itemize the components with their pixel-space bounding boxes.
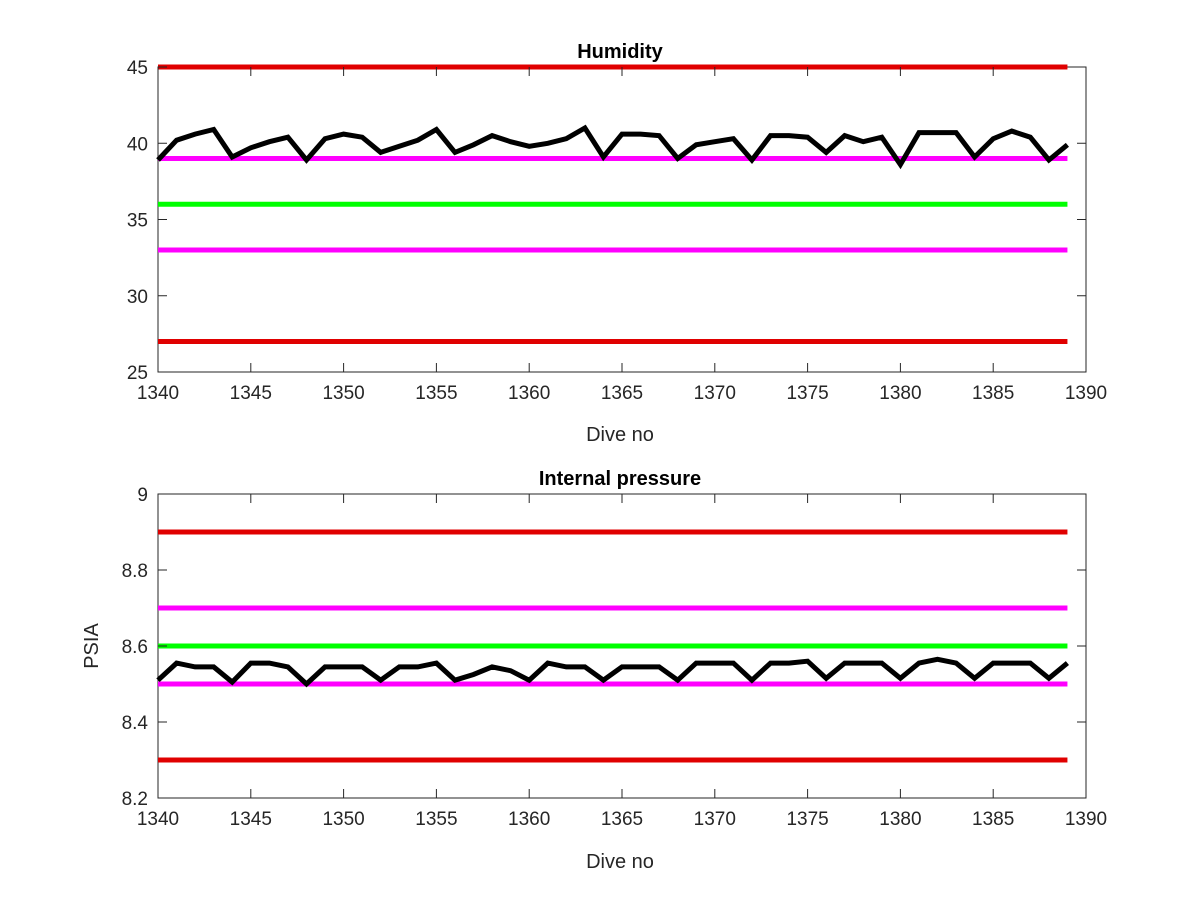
pressure-data-line — [156, 656, 1069, 688]
humidity-axes-box — [157, 66, 1087, 373]
humidity-x-tick-label: 1355 — [415, 383, 457, 404]
humidity-title: Humidity — [577, 41, 663, 63]
humidity-x-tick-label: 1375 — [786, 383, 828, 404]
pressure-x-tick-label: 1390 — [1065, 809, 1107, 830]
pressure-x-tick-label: 1380 — [879, 809, 921, 830]
pressure-x-tick-label: 1350 — [322, 809, 364, 830]
pressure-series — [156, 656, 1069, 688]
humidity-y-tick-label: 25 — [127, 363, 148, 384]
pressure-y-axis-label: PSIA — [81, 623, 103, 669]
internal-pressure-subplot: 1340 1345 1350 1355 1360 1365 1370 1375 1380 1385… — [81, 468, 1107, 873]
humidity-x-tick-label: 1370 — [694, 383, 736, 404]
humidity-y-ticks: 25 30 35 40 45 — [127, 58, 1086, 384]
pressure-x-tick-label: 1375 — [786, 809, 828, 830]
pressure-x-tick-label: 1360 — [508, 809, 550, 830]
pressure-reference-lines — [158, 529, 1068, 763]
pressure-y-tick-label: 8.2 — [122, 789, 148, 810]
pressure-x-tick-label: 1345 — [230, 809, 272, 830]
pressure-y-tick-label: 8.8 — [122, 561, 148, 582]
humidity-y-tick-label: 35 — [127, 211, 148, 232]
humidity-x-ticks: 1340 1345 1350 1355 1360 1365 1370 1375 1380 1385… — [137, 67, 1107, 404]
pressure-y-tick-label: 9 — [137, 485, 148, 506]
pressure-title: Internal pressure — [539, 468, 701, 490]
humidity-y-tick-label: 45 — [127, 58, 148, 79]
pressure-x-tick-label: 1385 — [972, 809, 1014, 830]
pressure-x-tick-label: 1365 — [601, 809, 643, 830]
pressure-y-tick-label: 8.6 — [122, 637, 148, 658]
pressure-x-tick-label: 1340 — [137, 809, 179, 830]
pressure-x-axis-label: Dive no — [586, 851, 654, 873]
humidity-x-tick-label: 1365 — [601, 383, 643, 404]
humidity-series — [156, 124, 1069, 170]
humidity-x-tick-label: 1360 — [508, 383, 550, 404]
humidity-y-tick-label: 40 — [127, 134, 148, 155]
humidity-y-tick-label: 30 — [127, 287, 148, 308]
pressure-x-tick-label: 1370 — [694, 809, 736, 830]
humidity-x-tick-label: 1390 — [1065, 383, 1107, 404]
humidity-x-tick-label: 1380 — [879, 383, 921, 404]
pressure-x-tick-label: 1355 — [415, 809, 457, 830]
humidity-x-tick-label: 1350 — [322, 383, 364, 404]
humidity-x-tick-label: 1340 — [137, 383, 179, 404]
pressure-x-ticks: 1340 1345 1350 1355 1360 1365 1370 1375 1380 1385… — [137, 494, 1107, 830]
humidity-x-axis-label: Dive no — [586, 424, 654, 446]
humidity-data-line — [156, 124, 1069, 170]
humidity-subplot: 1340 1345 1350 1355 1360 1365 1370 1375 1380 1385… — [127, 41, 1107, 446]
pressure-y-tick-label: 8.4 — [122, 713, 149, 734]
humidity-x-tick-label: 1385 — [972, 383, 1014, 404]
humidity-x-tick-label: 1345 — [230, 383, 272, 404]
pressure-y-ticks: 8.2 8.4 8.6 8.8 9 — [122, 485, 1086, 810]
